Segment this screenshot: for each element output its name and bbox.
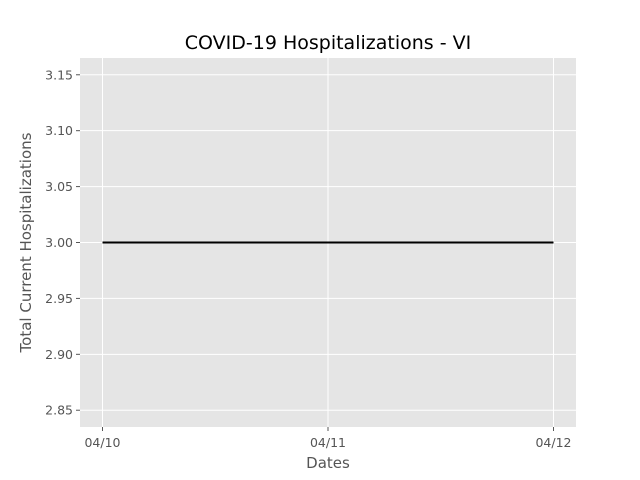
x-tick-label: 04/11 bbox=[310, 435, 346, 450]
x-tick-label: 04/12 bbox=[535, 435, 571, 450]
y-tick-label: 3.10 bbox=[45, 123, 73, 138]
y-tick-label: 2.95 bbox=[45, 291, 73, 306]
y-axis-ticks: 2.85 2.90 2.95 3.00 3.05 3.10 3.15 bbox=[45, 67, 80, 418]
chart-title: COVID-19 Hospitalizations - VI bbox=[185, 32, 471, 54]
y-tick-label: 3.00 bbox=[45, 235, 73, 250]
y-tick-label: 3.05 bbox=[45, 179, 73, 194]
x-tick-label: 04/10 bbox=[84, 435, 120, 450]
y-axis-label: Total Current Hospitalizations bbox=[17, 132, 35, 353]
y-tick-label: 2.90 bbox=[45, 347, 73, 362]
x-axis-label: Dates bbox=[306, 454, 350, 472]
y-tick-label: 3.15 bbox=[45, 67, 73, 82]
y-tick-label: 2.85 bbox=[45, 403, 73, 418]
x-axis-ticks: 04/10 04/11 04/12 bbox=[84, 427, 572, 450]
